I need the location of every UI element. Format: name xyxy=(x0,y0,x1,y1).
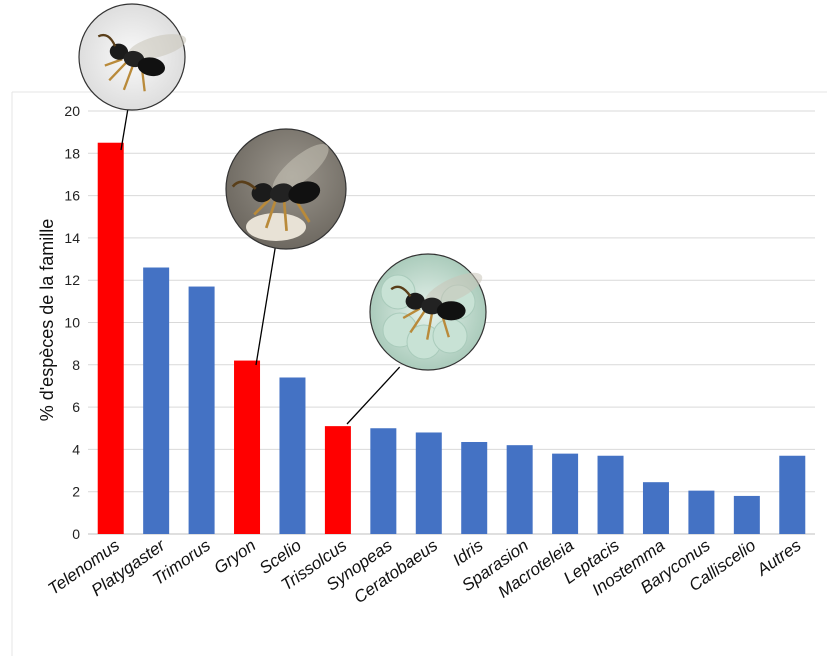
y-axis-title: % d'espèces de la famille xyxy=(37,219,57,422)
y-tick-label: 2 xyxy=(72,484,80,500)
bar-leptacis xyxy=(597,455,624,534)
bar-scelio xyxy=(279,377,306,534)
bars xyxy=(97,142,806,534)
bar-synopeas xyxy=(370,428,397,534)
photo-insets xyxy=(78,3,487,425)
leader-line xyxy=(120,107,129,151)
y-tick-label: 8 xyxy=(72,357,80,373)
bar-baryconus xyxy=(688,490,715,534)
bar-sparasion xyxy=(506,445,533,534)
bar-gryon xyxy=(234,360,261,534)
wasp-figure xyxy=(97,33,187,92)
y-tick-label: 18 xyxy=(64,145,80,161)
bar-macroteleia xyxy=(552,453,579,534)
bar-ceratobaeus xyxy=(415,432,442,534)
bar-platygaster xyxy=(143,267,170,534)
y-axis-ticks: 0 2 4 6 8 10 12 14 16 18 20 xyxy=(64,103,80,542)
x-tick-label: Gryon xyxy=(211,536,260,578)
y-tick-label: 0 xyxy=(72,526,80,542)
leader-line xyxy=(255,245,277,366)
y-tick-label: 6 xyxy=(72,399,80,415)
y-tick-label: 12 xyxy=(64,272,80,288)
wasp-figure xyxy=(231,144,329,232)
y-tick-label: 14 xyxy=(64,230,80,246)
bar-inostemma xyxy=(642,482,669,534)
y-tick-label: 10 xyxy=(64,315,80,331)
x-axis-labels: TelenomusPlatygasterTrimorusGryonScelioT… xyxy=(44,535,804,607)
wasp-photo-gryon xyxy=(225,128,347,250)
wasp-photo-trissolcus xyxy=(369,253,487,371)
leader-line xyxy=(346,366,401,425)
y-tick-label: 20 xyxy=(64,103,80,119)
wasp-figure xyxy=(390,272,483,340)
wasp-photo-telenomus xyxy=(78,3,187,111)
bar-autres xyxy=(779,455,806,534)
y-tick-label: 16 xyxy=(64,188,80,204)
bar-trissolcus xyxy=(324,426,351,534)
bar-idris xyxy=(461,441,488,534)
y-tick-label: 4 xyxy=(72,441,80,457)
bar-calliscelio xyxy=(733,495,760,534)
x-tick-label: Autres xyxy=(753,535,805,580)
bar-telenomus xyxy=(97,142,124,534)
bar-trimorus xyxy=(188,286,215,534)
